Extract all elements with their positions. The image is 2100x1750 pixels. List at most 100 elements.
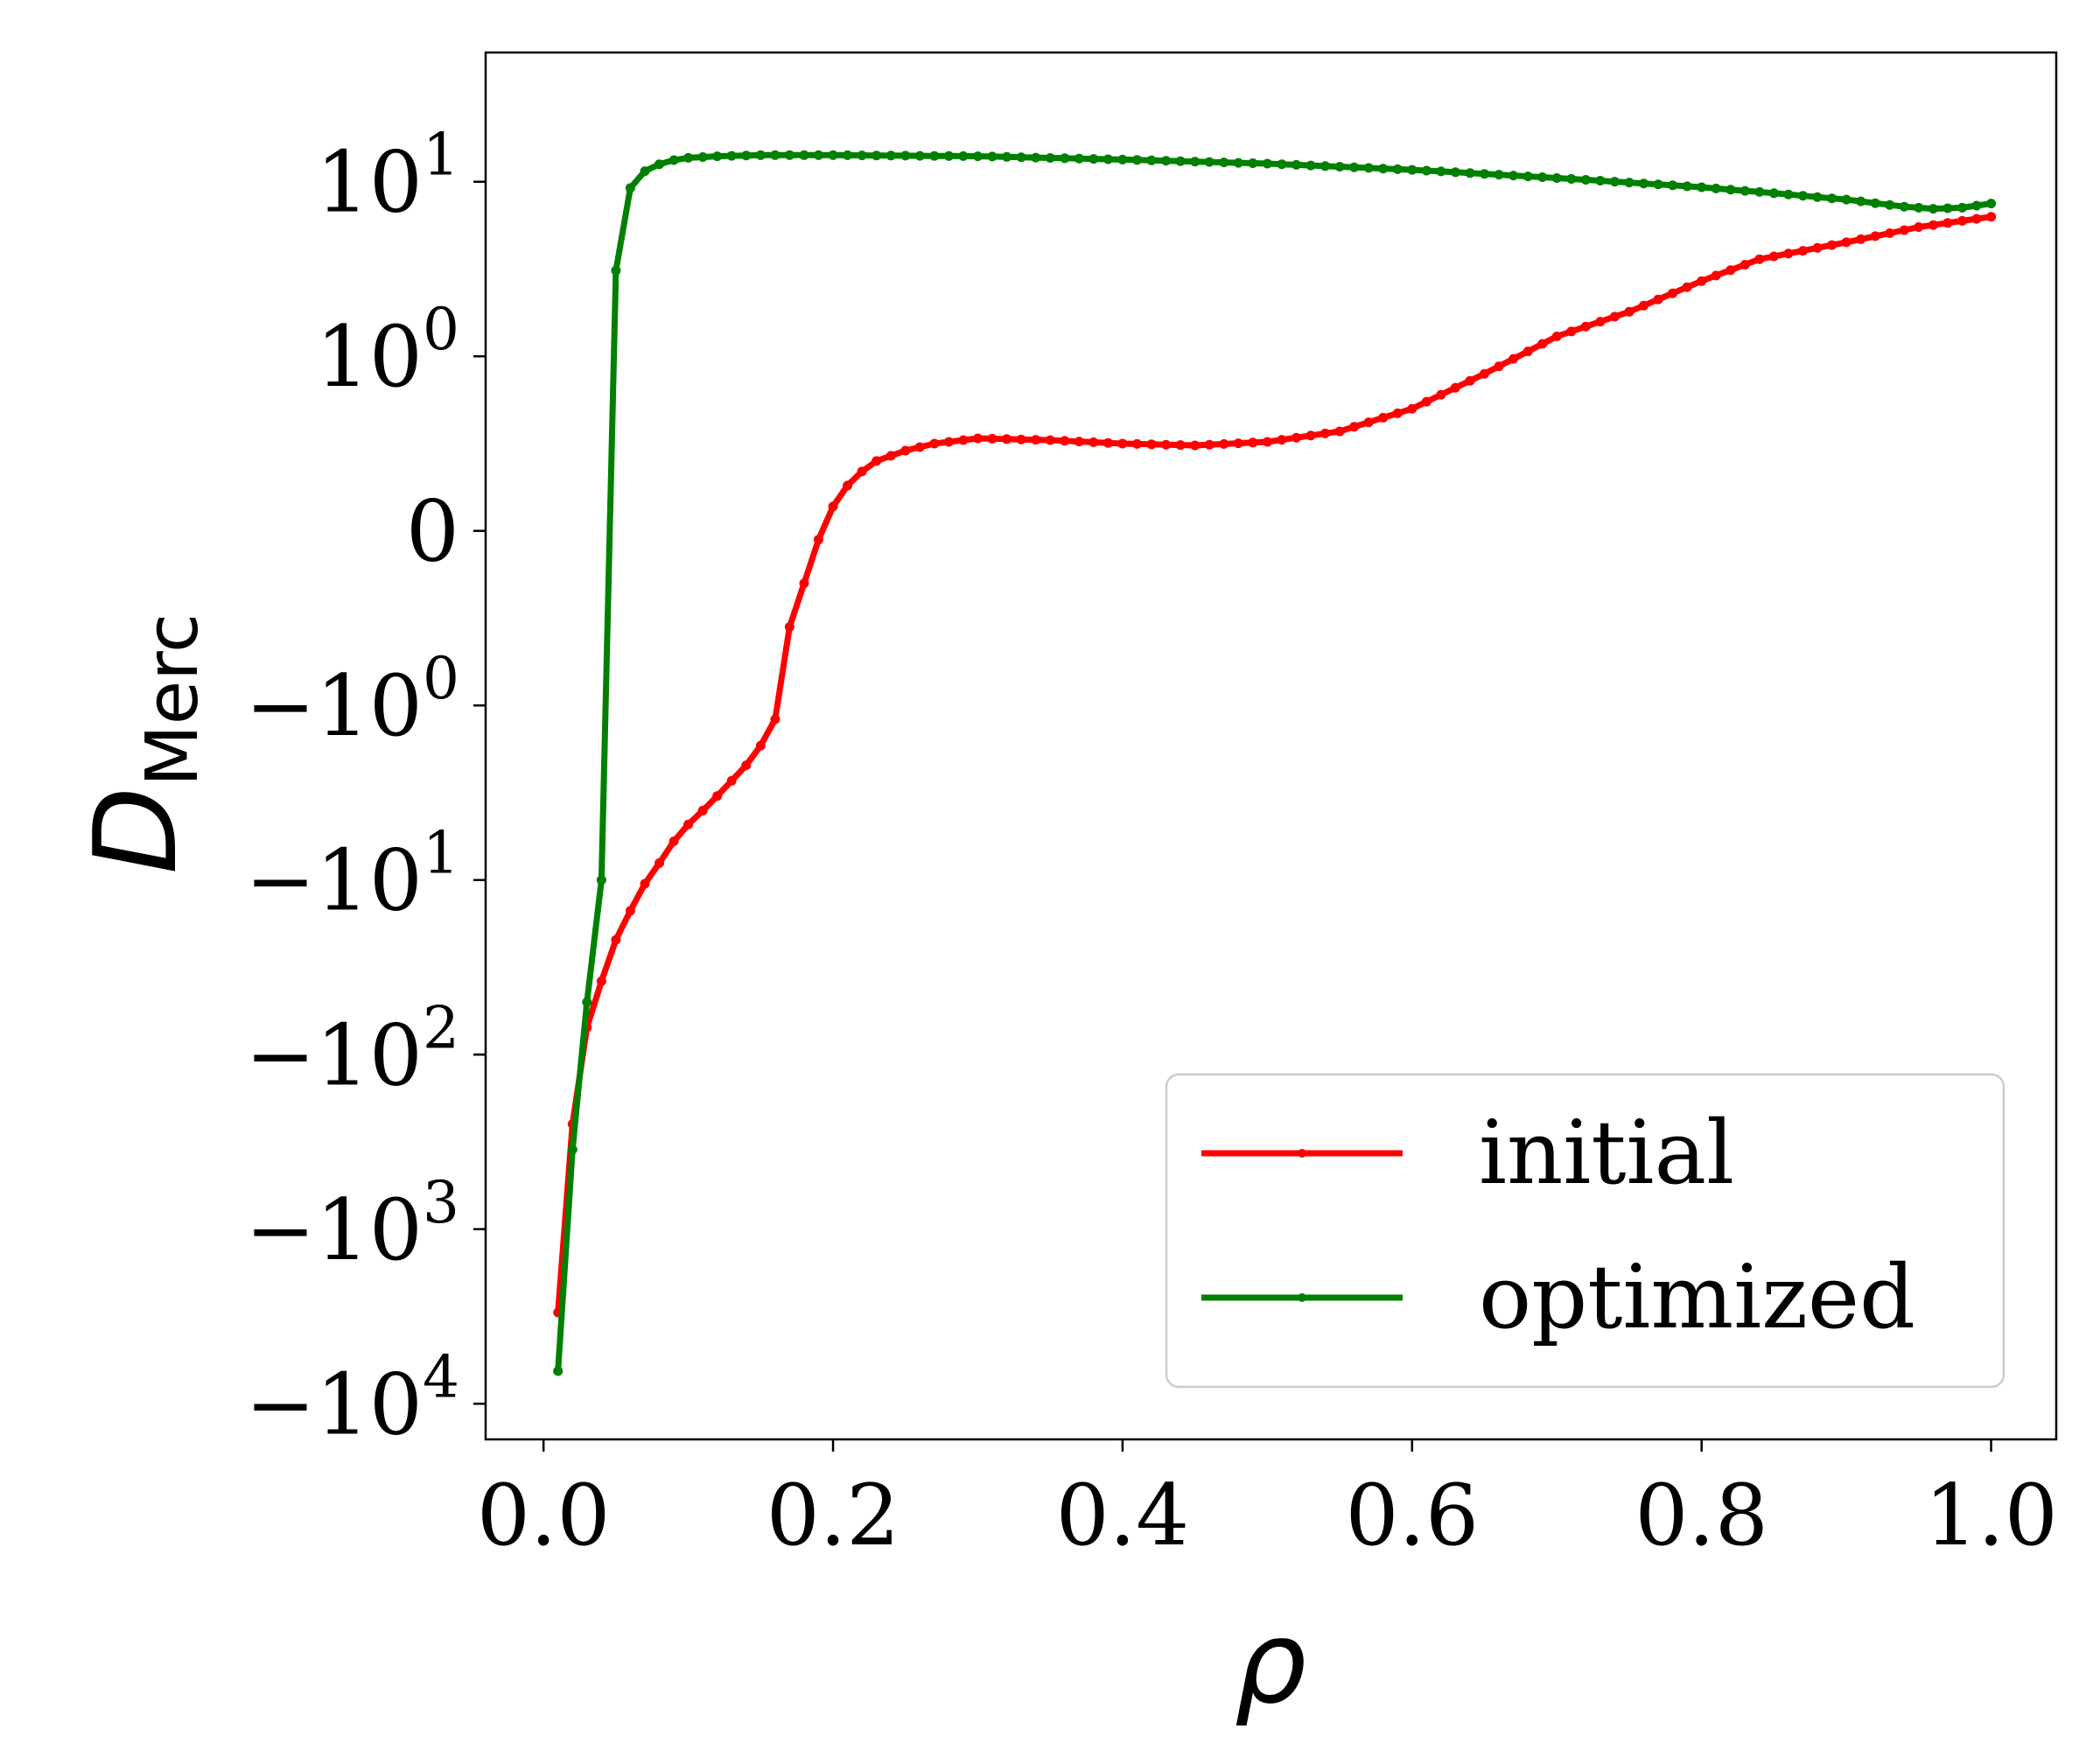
- data-point-optimized: [1161, 156, 1172, 166]
- data-point-initial: [1320, 428, 1330, 438]
- data-point-optimized: [1045, 153, 1055, 163]
- data-point-optimized: [814, 150, 823, 160]
- data-point-optimized: [1306, 160, 1316, 171]
- data-point-initial: [814, 535, 823, 545]
- data-point-initial: [1812, 242, 1823, 253]
- data-point-optimized: [1668, 180, 1678, 191]
- data-point-optimized: [1768, 188, 1779, 199]
- data-point-optimized: [943, 150, 954, 161]
- data-point-initial: [987, 433, 998, 444]
- data-point-optimized: [1436, 166, 1446, 177]
- data-point-optimized: [1175, 156, 1186, 166]
- y-axis: 101 100 0 −100 −101 −102 −103 −104: [245, 122, 486, 1453]
- legend-label-optimized: optimized: [1479, 1246, 1915, 1348]
- x-axis-label: ρ: [1235, 1596, 1307, 1729]
- data-point-optimized: [611, 265, 621, 276]
- data-point-initial: [1002, 434, 1012, 444]
- data-point-optimized: [1754, 186, 1765, 197]
- data-point-initial: [1421, 396, 1432, 407]
- data-point-initial: [1465, 375, 1475, 386]
- data-point-initial: [872, 456, 882, 466]
- data-point-optimized: [857, 150, 867, 161]
- data-point-initial: [1074, 437, 1084, 447]
- y-tick-label: 100: [316, 296, 459, 406]
- data-point-optimized: [1450, 167, 1460, 178]
- data-point-optimized: [1856, 196, 1866, 206]
- data-point-initial: [1798, 246, 1808, 256]
- data-point-optimized: [596, 875, 606, 886]
- data-point-initial: [1639, 300, 1648, 311]
- y-tick-label: −103: [245, 1169, 459, 1279]
- data-point-optimized: [958, 150, 969, 161]
- data-point-optimized: [784, 150, 794, 160]
- data-point-optimized: [1031, 152, 1041, 163]
- data-point-optimized: [654, 159, 664, 170]
- data-point-initial: [1697, 276, 1707, 286]
- data-point-optimized: [1262, 158, 1272, 169]
- data-point-optimized: [1639, 178, 1648, 189]
- data-point-initial: [1566, 326, 1577, 337]
- data-point-optimized: [1885, 200, 1895, 210]
- data-point-optimized: [1841, 194, 1852, 205]
- data-point-initial: [1971, 214, 1982, 224]
- data-point-optimized: [914, 150, 925, 161]
- y-tick-label: −104: [245, 1343, 459, 1453]
- data-point-optimized: [1957, 202, 1967, 213]
- data-point-optimized: [1986, 199, 1997, 209]
- data-point-optimized: [1407, 164, 1418, 175]
- data-point-optimized: [1624, 178, 1634, 188]
- y-tick-label: 0: [406, 483, 459, 581]
- data-point-initial: [843, 480, 853, 491]
- data-point-initial: [1653, 294, 1663, 304]
- data-point-initial: [1668, 288, 1678, 298]
- data-point-optimized: [1595, 176, 1606, 186]
- data-point-initial: [886, 451, 896, 461]
- data-point-optimized: [1421, 165, 1432, 176]
- x-tick-label: 1.0: [1924, 1466, 2058, 1564]
- data-point-optimized: [1928, 204, 1938, 214]
- x-tick-label: 0.6: [1345, 1466, 1479, 1564]
- y-tick-label: −102: [245, 994, 459, 1104]
- data-point-optimized: [1812, 192, 1823, 202]
- data-point-optimized: [1292, 159, 1301, 170]
- data-point-initial: [958, 435, 969, 445]
- data-point-initial: [1580, 321, 1591, 332]
- data-point-optimized: [1697, 182, 1707, 192]
- data-point-initial: [1378, 412, 1389, 423]
- x-tick-label: 0.4: [1056, 1466, 1190, 1564]
- data-point-optimized: [755, 150, 766, 160]
- data-point-initial: [755, 740, 766, 751]
- data-point-initial: [1754, 254, 1765, 264]
- data-point-optimized: [1870, 198, 1880, 208]
- data-point-initial: [1117, 438, 1128, 449]
- data-point-initial: [1537, 339, 1548, 349]
- data-point-optimized: [553, 1366, 564, 1376]
- data-point-initial: [1856, 234, 1866, 244]
- data-point-optimized: [640, 166, 650, 177]
- data-point-optimized: [1899, 201, 1909, 212]
- data-point-optimized: [1060, 153, 1070, 164]
- data-point-optimized: [712, 151, 723, 162]
- data-point-initial: [1306, 430, 1316, 441]
- data-point-optimized: [1334, 162, 1345, 172]
- y-axis-label-subscript: Merc: [131, 613, 214, 787]
- data-point-initial: [654, 858, 664, 868]
- data-point-initial: [1986, 212, 1997, 222]
- data-point-optimized: [1117, 154, 1128, 164]
- data-point-optimized: [1349, 162, 1360, 172]
- data-point-initial: [1392, 408, 1403, 418]
- data-point-initial: [640, 878, 650, 889]
- x-tick-label: 0.0: [477, 1466, 611, 1564]
- data-point-optimized: [697, 152, 708, 162]
- data-point-initial: [770, 714, 780, 724]
- data-point-optimized: [1392, 164, 1403, 174]
- data-point-initial: [697, 805, 708, 816]
- y-axis-label-base: D: [69, 787, 202, 874]
- data-point-initial: [799, 578, 809, 589]
- data-point-initial: [1292, 432, 1301, 443]
- data-point-optimized: [973, 151, 983, 162]
- data-point-optimized: [1016, 152, 1026, 163]
- data-point-initial: [1494, 361, 1504, 372]
- data-point-initial: [1783, 248, 1794, 259]
